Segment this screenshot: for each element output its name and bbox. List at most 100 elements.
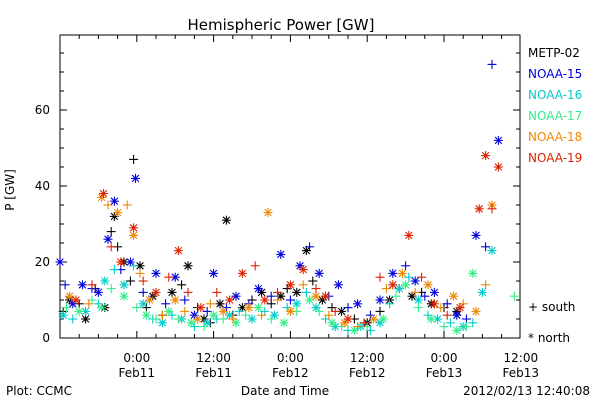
data-point	[410, 276, 420, 286]
data-point	[81, 314, 91, 324]
data-point	[234, 306, 244, 316]
data-point	[493, 162, 503, 172]
data-point	[477, 287, 487, 297]
x-tick-label-time: 12:00	[350, 351, 385, 365]
plot-frame	[59, 34, 521, 339]
data-point	[74, 306, 84, 316]
data-point	[471, 306, 481, 316]
series-metp-02	[58, 154, 462, 328]
data-point	[231, 318, 241, 328]
data-point	[218, 306, 228, 316]
data-point	[305, 295, 315, 305]
data-point	[333, 280, 343, 290]
data-point	[135, 268, 145, 278]
data-point	[273, 287, 283, 297]
data-point	[375, 295, 385, 305]
data-point	[461, 322, 471, 332]
data-point	[193, 314, 203, 324]
data-point	[266, 291, 276, 301]
data-point	[481, 280, 491, 290]
data-point	[125, 257, 135, 267]
data-point	[388, 268, 398, 278]
series-noaa-17	[61, 268, 519, 335]
data-point	[413, 295, 423, 305]
data-point	[442, 310, 452, 320]
x-axis: 0:00Feb1112:00Feb110:00Feb1212:00Feb120:…	[59, 35, 539, 380]
data-point	[60, 280, 70, 290]
data-point	[164, 272, 174, 282]
data-point	[487, 59, 497, 69]
data-point	[439, 322, 449, 332]
data-point	[186, 318, 196, 328]
x-tick-label-time: 0:00	[123, 351, 150, 365]
x-tick-label-time: 12:00	[196, 351, 231, 365]
data-point	[257, 310, 267, 320]
data-point	[311, 291, 321, 301]
data-point	[183, 261, 193, 271]
data-point	[433, 314, 443, 324]
data-point	[474, 204, 484, 214]
data-point	[311, 303, 321, 313]
data-point	[391, 291, 401, 301]
data-point	[250, 261, 260, 271]
data-point	[253, 284, 263, 294]
data-point	[298, 265, 308, 275]
data-point	[209, 268, 219, 278]
plot-credit: Plot: CCMC	[6, 384, 72, 398]
data-point	[199, 322, 209, 332]
data-point	[404, 230, 414, 240]
data-point	[330, 306, 340, 316]
data-point	[445, 318, 455, 328]
y-tick-label: 20	[35, 255, 50, 269]
data-point	[237, 268, 247, 278]
data-point	[269, 310, 279, 320]
data-point	[401, 280, 411, 290]
data-point	[129, 261, 139, 271]
y-tick-label: 40	[35, 179, 50, 193]
data-point	[481, 242, 491, 252]
x-axis-label: Date and Time	[241, 384, 329, 398]
data-point	[228, 314, 238, 324]
data-point	[170, 295, 180, 305]
data-point	[138, 276, 148, 286]
data-point	[138, 287, 148, 297]
data-point	[417, 272, 427, 282]
data-point	[119, 291, 129, 301]
data-point	[468, 318, 478, 328]
legend: METP-02 NOAA-15 NOAA-16 NOAA-17 NOAA-18 NOAA-…	[528, 46, 582, 165]
data-point	[122, 200, 132, 210]
data-point	[381, 284, 391, 294]
x-tick-label-date: Feb11	[119, 366, 156, 380]
data-point	[180, 295, 190, 305]
data-point	[388, 280, 398, 290]
data-point	[413, 303, 423, 313]
data-point	[452, 325, 462, 335]
data-point	[442, 299, 452, 309]
data-point	[285, 306, 295, 316]
data-point	[314, 268, 324, 278]
data-point	[209, 310, 219, 320]
data-point	[109, 265, 119, 275]
series-noaa-18	[65, 192, 497, 332]
data-point	[141, 310, 151, 320]
data-point	[116, 257, 126, 267]
data-point	[71, 295, 81, 305]
data-point	[125, 276, 135, 286]
data-point	[177, 280, 187, 290]
data-point	[196, 303, 206, 313]
data-point	[429, 287, 439, 297]
data-point	[87, 280, 97, 290]
data-point	[471, 230, 481, 240]
y-tick-label: 0	[42, 331, 50, 345]
data-point	[131, 173, 141, 183]
legend-entry: NOAA-17	[528, 109, 582, 123]
data-point	[68, 314, 78, 324]
legend-entry: METP-02	[528, 46, 580, 60]
data-point	[343, 314, 353, 324]
data-point	[305, 242, 315, 252]
data-point	[109, 196, 119, 206]
data-point	[225, 295, 235, 305]
data-point	[292, 299, 302, 309]
chart-title: Hemispheric Power [GW]	[188, 16, 375, 34]
data-point	[481, 151, 491, 161]
